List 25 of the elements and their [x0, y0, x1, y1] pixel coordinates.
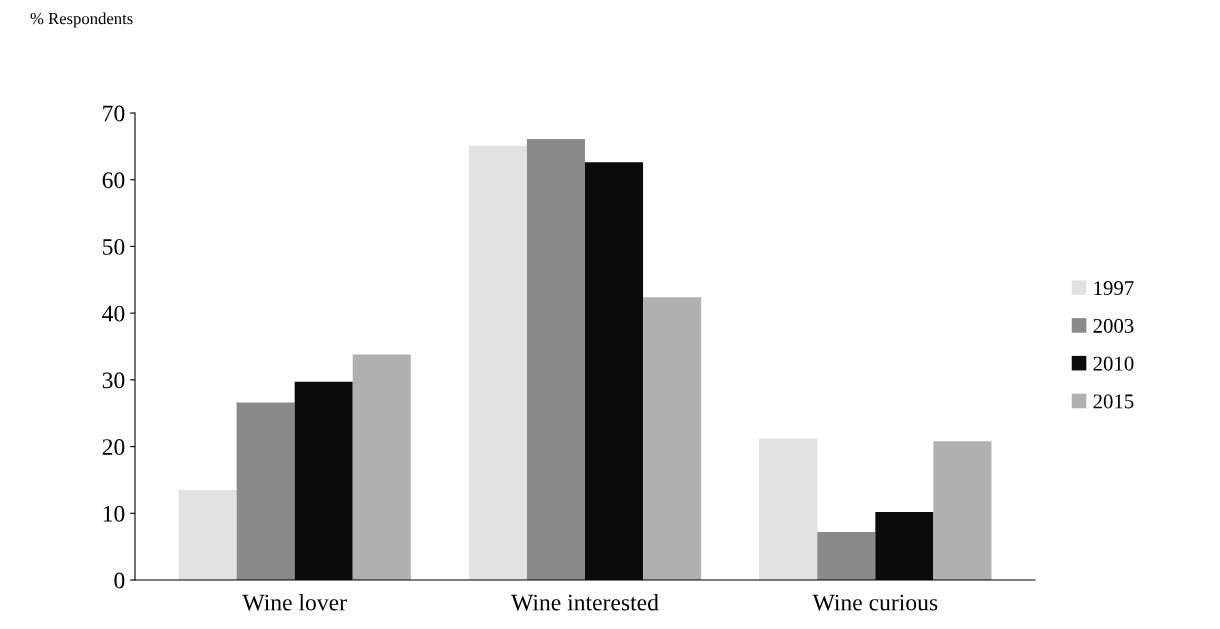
x-tick-label: Wine interested — [511, 593, 659, 611]
x-tick-label: Wine curious — [812, 594, 938, 611]
bar — [817, 531, 876, 580]
legend-label: 1997 — [1094, 281, 1134, 296]
y-tick-label: 20 — [102, 439, 125, 455]
legend-label: 2010 — [1093, 356, 1134, 371]
legend-label: 2015 — [1093, 394, 1134, 409]
y-tick-label: 50 — [103, 238, 125, 255]
bar — [933, 441, 992, 580]
bar — [526, 139, 585, 580]
y-tick-label: 60 — [102, 172, 125, 189]
bar — [236, 402, 295, 580]
y-tick-label: 30 — [102, 372, 125, 389]
y-tick-label: 0 — [114, 572, 125, 589]
bar — [178, 489, 237, 580]
bar — [643, 297, 702, 580]
y-tick-label: 70 — [103, 105, 125, 122]
bar — [468, 145, 527, 580]
y-axis-title: % Respondents — [30, 12, 133, 28]
bar — [759, 438, 818, 580]
bar — [352, 354, 411, 580]
legend-label: 2003 — [1093, 318, 1134, 333]
y-tick-label: 40 — [102, 305, 125, 322]
y-tick-label: 10 — [103, 505, 125, 522]
x-tick-label: Wine lover — [242, 593, 347, 611]
